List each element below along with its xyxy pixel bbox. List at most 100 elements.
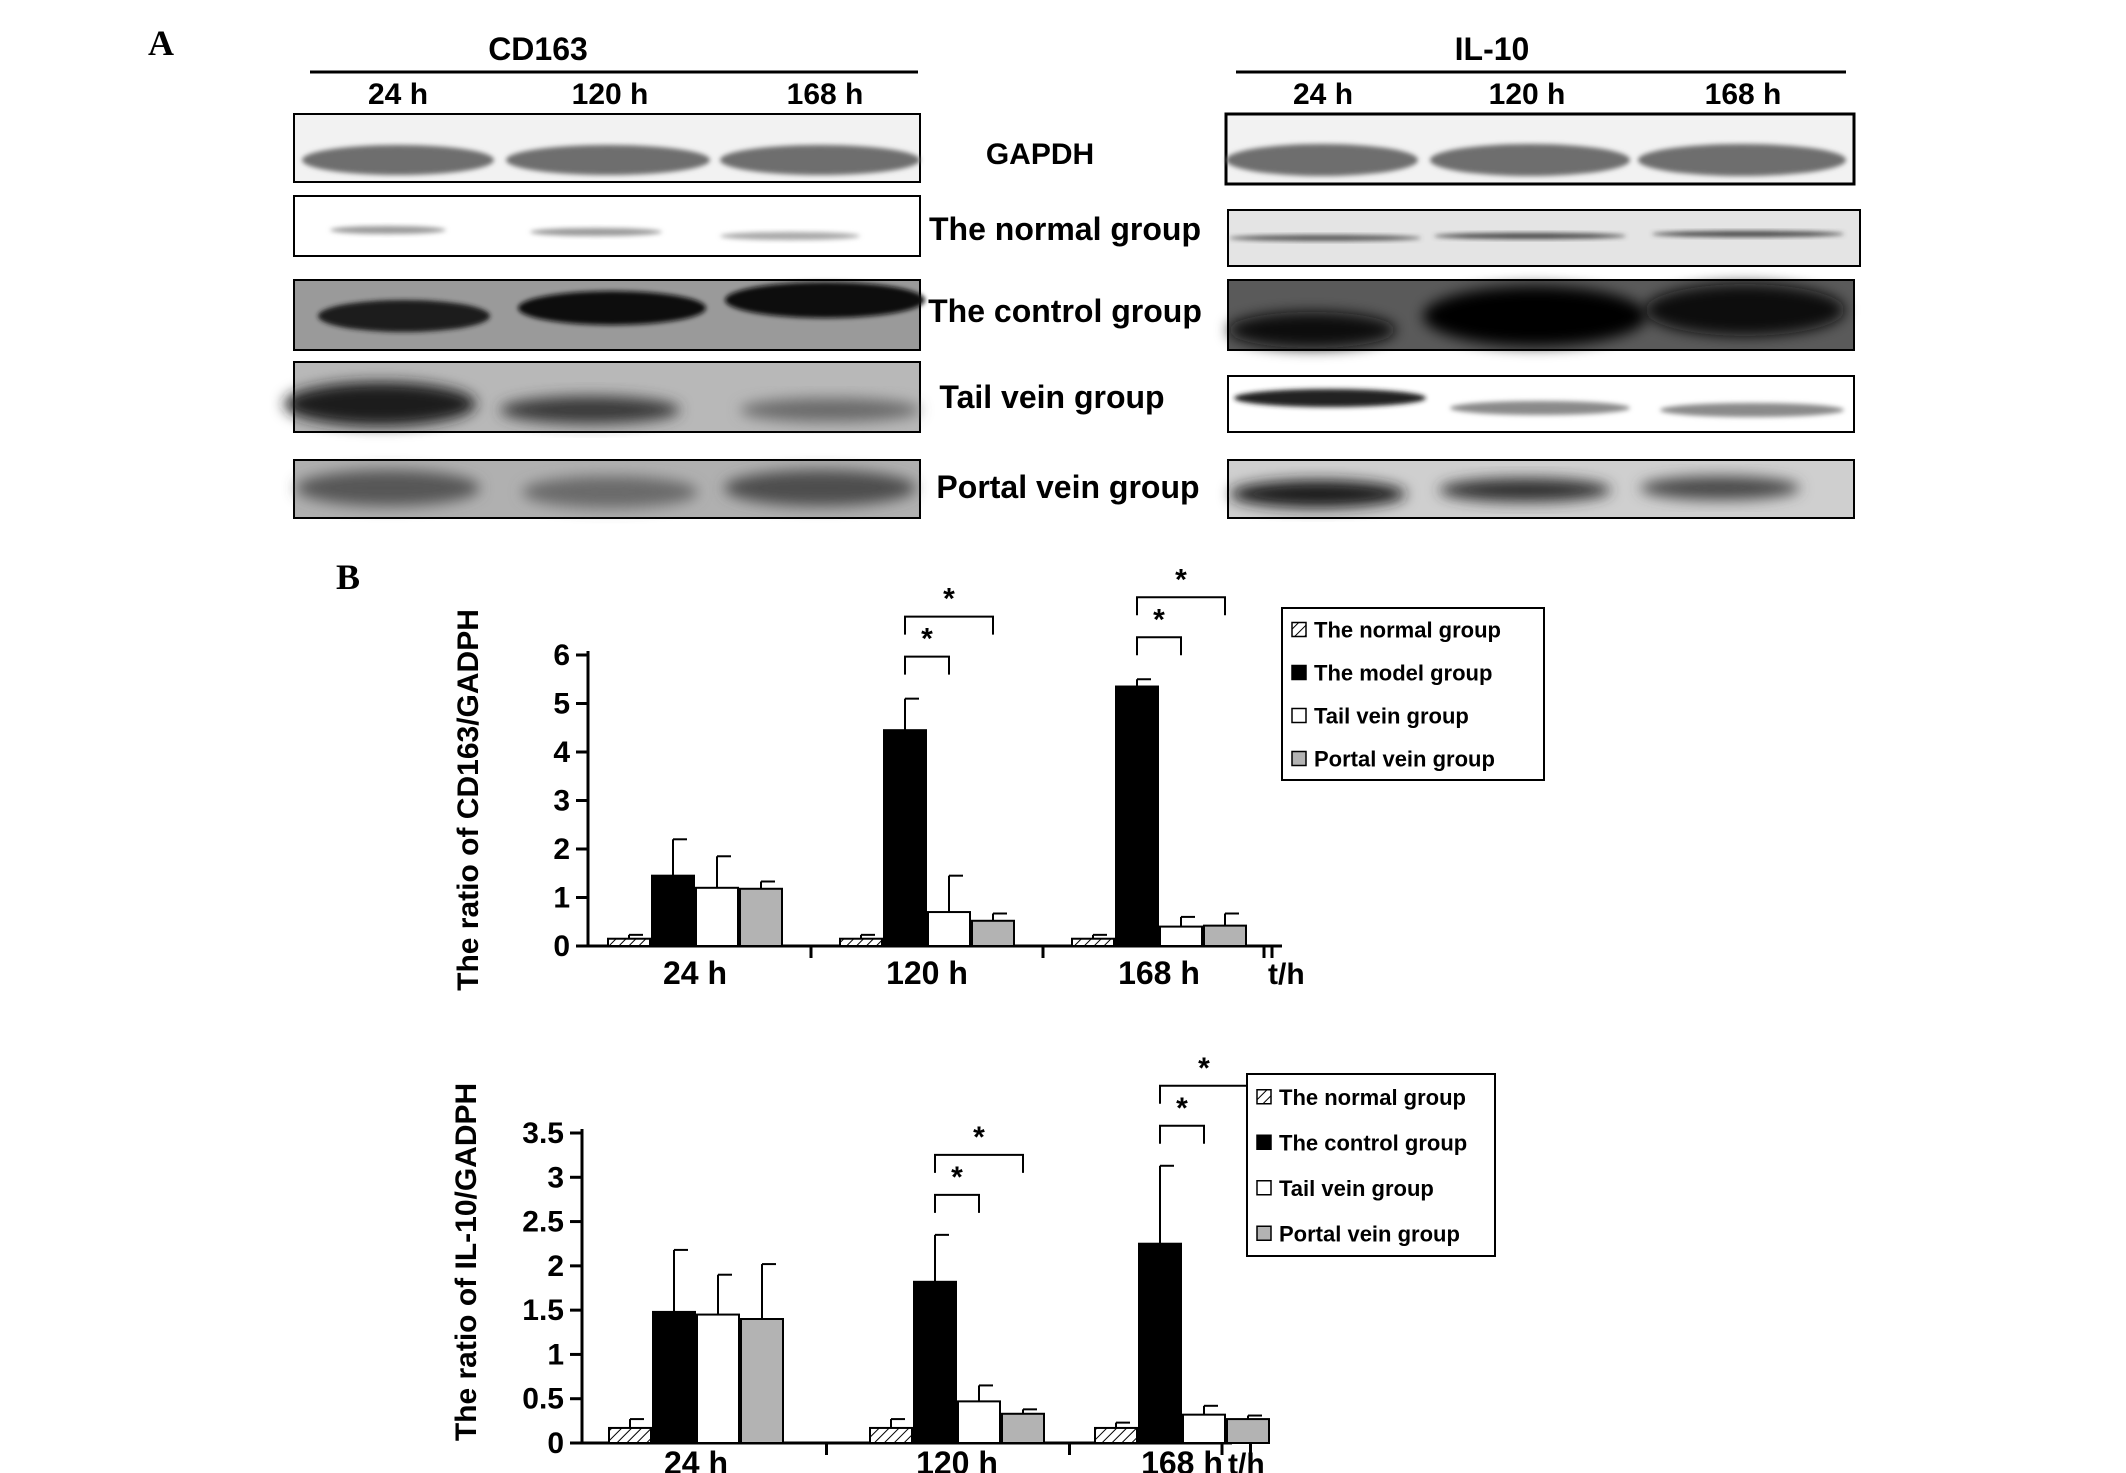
cd163-blot-tail-vein	[284, 361, 921, 433]
legend-label-tail-vein-group: Tail vein group	[1279, 1176, 1434, 1201]
legend-label-portal-vein-group: Portal vein group	[1279, 1221, 1460, 1246]
significance-bracket	[934, 1153, 1024, 1173]
blot-row-label-normal: The normal group	[929, 211, 1201, 247]
il10-time-168: 168 h	[1705, 78, 1782, 111]
cd163-time-168: 168 h	[787, 78, 864, 111]
il10-time-120: 120 h	[1489, 78, 1566, 111]
y-tick-label: 3	[547, 1161, 564, 1194]
bar-the-normal-group-24-h	[608, 1426, 652, 1445]
cd163-time-120: 120 h	[572, 78, 649, 111]
y-tick-label: 1	[547, 1338, 564, 1371]
bar-portal-vein-group-168-h	[1203, 924, 1247, 948]
bar-the-normal-group-24-h	[607, 937, 651, 947]
bar-portal-vein-group-120-h	[971, 919, 1015, 948]
y-axis-label: The ratio of CD163/GADPH	[452, 609, 485, 991]
significance-bracket	[1159, 1124, 1205, 1144]
x-category-label: 168 h	[1141, 1445, 1223, 1473]
legend-label-portal-vein-group: Portal vein group	[1314, 747, 1495, 772]
il10-blot-gapdh	[1224, 112, 1856, 186]
legend-label-the-control-group: The control group	[1279, 1130, 1467, 1155]
bar-the-control-group-168-h	[1138, 1242, 1182, 1444]
x-category-label: 120 h	[916, 1445, 998, 1473]
significance-marker: *	[973, 1121, 985, 1154]
bar-portal-vein-group-120-h	[1001, 1412, 1045, 1445]
il10-blot-portal-vein	[1227, 459, 1855, 519]
y-axis-label: The ratio of IL-10/GADPH	[450, 1083, 483, 1441]
x-category-label: 24 h	[663, 955, 727, 991]
legend-label-the-normal-group: The normal group	[1314, 618, 1501, 643]
panel-a-letter: A	[148, 23, 174, 63]
legend-swatch-the-model-group	[1291, 664, 1307, 681]
y-tick-label: 2	[553, 833, 570, 866]
significance-bracket	[904, 615, 994, 635]
y-tick-label: 6	[553, 639, 570, 672]
y-tick-label: 1.5	[522, 1294, 564, 1327]
y-tick-label: 3.5	[522, 1117, 564, 1150]
cd163-bar-chart: 0 1 2 3 4 5 6 * * * * 24 h 120 h 168 h t/h The ratio of…	[452, 563, 1545, 991]
significance-bracket	[934, 1193, 980, 1213]
y-tick-label: 5	[553, 688, 570, 721]
y-tick-label: 0	[547, 1427, 564, 1460]
bar-tail-vein-group-168-h	[1159, 925, 1203, 947]
significance-bracket	[904, 655, 950, 675]
legend-swatch-portal-vein-group	[1256, 1225, 1272, 1241]
il10-blot-control	[1227, 279, 1855, 351]
significance-bracket	[1159, 1084, 1249, 1104]
y-tick-label: 2.5	[522, 1206, 564, 1239]
cd163-blot-normal	[293, 195, 921, 257]
significance-bracket	[1136, 596, 1226, 616]
legend-label-the-model-group: The model group	[1314, 661, 1492, 686]
y-tick-label: 4	[553, 736, 570, 769]
il10-time-24: 24 h	[1293, 78, 1353, 111]
bar-tail-vein-group-168-h	[1182, 1413, 1226, 1444]
legend-swatch-the-control-group	[1256, 1134, 1272, 1150]
y-tick-label: 3	[553, 785, 570, 818]
cd163-time-24: 24 h	[368, 78, 428, 111]
blot-row-label-gapdh: GAPDH	[986, 138, 1094, 171]
bar-the-normal-group-120-h	[869, 1426, 913, 1445]
significance-bracket	[1136, 636, 1182, 656]
significance-marker: *	[921, 623, 933, 656]
il10-bar-chart: 0 0.5 1 1.5 2 2.5 3 3.5 * * * * 24 h 120 h 168 h t/h The…	[450, 1052, 1496, 1473]
x-category-label: 24 h	[664, 1445, 728, 1473]
legend-swatch-the-normal-group	[1291, 621, 1307, 638]
y-tick-label: 1	[553, 882, 570, 915]
bar-portal-vein-group-168-h	[1226, 1418, 1270, 1444]
cd163-blot-control	[293, 279, 925, 351]
bar-tail-vein-group-24-h	[696, 1313, 740, 1444]
il10-blot-normal	[1227, 209, 1861, 267]
x-axis-unit-label: t/h	[1268, 958, 1305, 991]
bar-the-normal-group-120-h	[839, 937, 883, 947]
blot-row-label-control: The control group	[928, 293, 1202, 329]
legend-swatch-portal-vein-group	[1291, 750, 1307, 767]
legend-swatch-tail-vein-group	[1256, 1180, 1272, 1196]
bar-tail-vein-group-24-h	[695, 886, 739, 947]
bar-the-normal-group-168-h	[1071, 937, 1115, 947]
significance-marker: *	[951, 1161, 963, 1194]
significance-marker: *	[943, 583, 955, 616]
cd163-blot-portal-vein	[293, 459, 921, 519]
x-category-label: 168 h	[1118, 955, 1200, 991]
y-tick-label: 0.5	[522, 1383, 564, 1416]
legend-swatch-the-normal-group	[1256, 1089, 1272, 1105]
bar-the-model-group-168-h	[1115, 685, 1159, 948]
legend-label-tail-vein-group: Tail vein group	[1314, 704, 1469, 729]
x-axis-unit-label: t/h	[1228, 1448, 1265, 1473]
y-tick-label: 2	[547, 1250, 564, 1283]
cd163-header: CD163	[488, 31, 588, 67]
bar-portal-vein-group-24-h	[740, 1318, 784, 1444]
significance-marker: *	[1175, 563, 1187, 596]
blot-row-label-tail-vein: Tail vein group	[939, 379, 1164, 415]
significance-marker: *	[1153, 603, 1165, 636]
il10-blot-tail-vein	[1227, 375, 1855, 433]
x-category-label: 120 h	[886, 955, 968, 991]
bar-the-control-group-24-h	[652, 1310, 696, 1445]
bar-the-model-group-120-h	[883, 729, 927, 947]
legend-box	[1281, 607, 1545, 781]
significance-marker: *	[1176, 1092, 1188, 1125]
il10-header: IL-10	[1455, 31, 1530, 67]
cd163-blot-gapdh	[293, 113, 921, 183]
bar-the-model-group-24-h	[651, 874, 695, 947]
bar-tail-vein-group-120-h	[957, 1400, 1001, 1445]
